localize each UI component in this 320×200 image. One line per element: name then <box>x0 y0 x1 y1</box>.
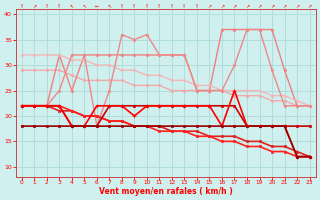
X-axis label: Vent moyen/en rafales ( km/h ): Vent moyen/en rafales ( km/h ) <box>99 187 233 196</box>
